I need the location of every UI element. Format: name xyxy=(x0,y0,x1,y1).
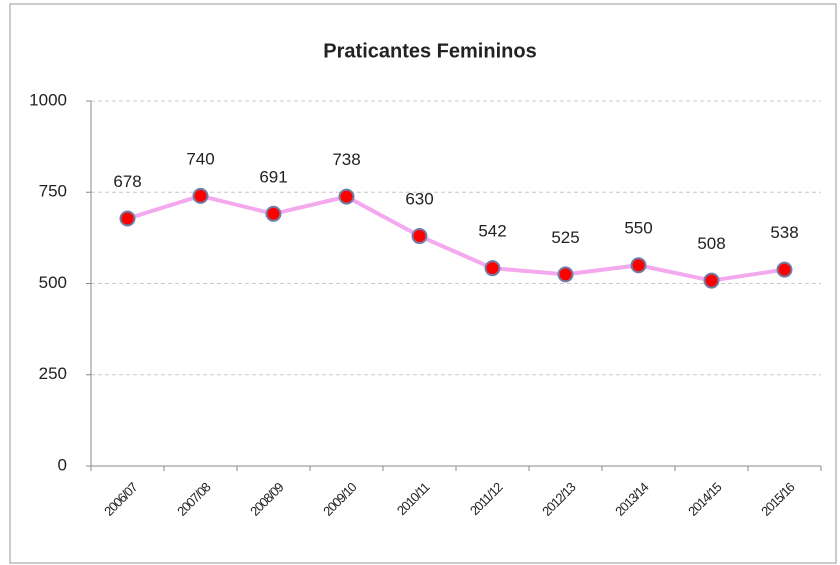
marker xyxy=(192,187,209,204)
x-tick-label: 2007/08 xyxy=(174,479,213,518)
data-label: 691 xyxy=(259,167,287,186)
data-label: 508 xyxy=(697,234,725,253)
data-label: 738 xyxy=(332,150,360,169)
x-tick-label: 2008/09 xyxy=(247,479,286,518)
marker xyxy=(411,228,428,245)
y-tick-label: 750 xyxy=(39,182,67,201)
data-label: 740 xyxy=(186,149,214,168)
y-tick-label: 500 xyxy=(39,273,67,292)
x-tick-label: 2011/12 xyxy=(467,479,506,518)
x-tick-label: 2012/13 xyxy=(539,479,578,518)
data-label: 630 xyxy=(405,190,433,209)
y-tick-label: 0 xyxy=(58,455,67,474)
marker xyxy=(484,260,501,277)
marker xyxy=(265,205,282,222)
data-label: 538 xyxy=(770,223,798,242)
data-label: 678 xyxy=(113,172,141,191)
chart-border xyxy=(9,3,837,564)
data-label: 525 xyxy=(551,228,579,247)
x-tick-label: 2015/16 xyxy=(758,479,797,518)
x-tick-label: 2013/14 xyxy=(612,479,651,518)
marker xyxy=(776,261,793,278)
marker xyxy=(338,188,355,205)
marker xyxy=(630,257,647,274)
marker xyxy=(119,210,136,227)
data-label: 550 xyxy=(624,219,652,238)
y-tick-label: 1000 xyxy=(29,90,67,109)
x-tick-label: 2014/15 xyxy=(685,479,724,518)
marker xyxy=(703,272,720,289)
chart-title: Praticantes Femininos xyxy=(323,40,536,62)
y-tick-label: 250 xyxy=(39,364,67,383)
x-tick-label: 2009/10 xyxy=(320,479,359,518)
marker xyxy=(557,266,574,283)
data-label: 542 xyxy=(478,222,506,241)
x-tick-label: 2006/07 xyxy=(101,479,140,518)
series-line xyxy=(126,193,785,283)
x-tick-label: 2010/11 xyxy=(394,479,433,518)
